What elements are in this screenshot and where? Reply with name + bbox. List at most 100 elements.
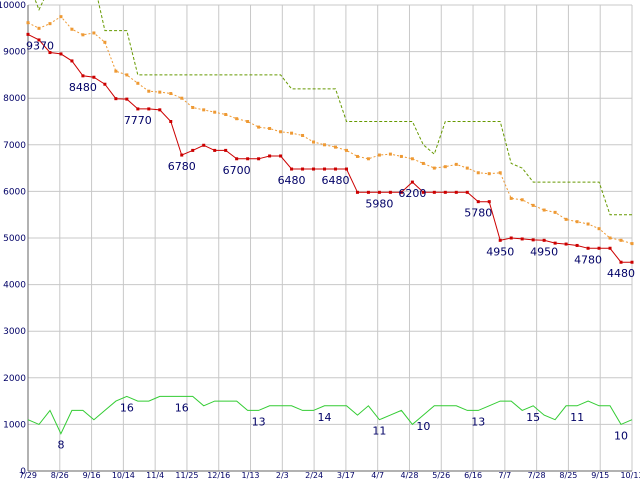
series-1-point [169,92,173,96]
series-1-point [344,148,348,152]
data-label: 5980 [365,197,393,210]
x-tick-label: 6/16 [464,471,482,480]
series-0-point [586,246,590,250]
series-0-point [421,190,425,194]
series-0-point [158,108,162,112]
series-layer [26,0,634,435]
series-0-point [125,97,129,101]
series-1-point [399,154,403,158]
series-1-point [476,171,480,175]
series-1-point [608,236,612,240]
series-0-point [575,243,579,247]
x-tick-label: 12/16 [207,471,230,480]
data-label: 7770 [124,114,152,127]
data-label: 9370 [26,39,54,52]
data-label: 10 [614,429,628,442]
series-0-point [279,154,283,158]
series-1-point [531,203,535,207]
series-1-point [630,242,634,246]
series-0-point [355,190,359,194]
x-tick-label: 11/25 [175,471,198,480]
x-tick-label: 11/4 [146,471,164,480]
series-0-point [92,75,96,79]
series-0-point [531,238,535,242]
x-tick-label: 4/7 [371,471,384,480]
series-0-point [114,97,118,101]
x-tick-label: 8/26 [51,471,69,480]
series-0-point [48,51,52,55]
data-label: 16 [175,401,189,414]
series-0-point [257,157,261,161]
data-label: 5780 [464,207,492,220]
series-1-point [224,113,228,117]
series-1-point [597,227,601,231]
data-label: 6700 [223,164,251,177]
data-label: 16 [120,401,134,414]
label-layer: 9370 8480 7770 6780 6700 6480 6480 5980 6200 5780… [26,39,635,451]
series-0-point [498,238,502,242]
data-label: 8480 [69,81,97,94]
x-tick-label: 5/26 [432,471,450,480]
series-1-point [575,220,579,224]
x-tick-label: 7/28 [528,471,546,480]
data-label: 4780 [574,253,602,266]
series-0-point [443,190,447,194]
series-1-point [48,22,52,26]
series-0-point [103,82,107,86]
series-0-point [619,260,623,264]
series-1-point [246,120,250,123]
series-1-point [333,145,337,149]
y-tick-label: 9000 [3,48,26,58]
series-0-point [564,242,568,246]
series-0-point [180,153,184,157]
series-0-point [520,237,524,241]
series-0-point [542,238,546,242]
series-1-point [421,161,425,165]
series-1-point [268,126,272,130]
series-0-point [454,190,458,194]
data-label: 6780 [168,160,196,173]
series-1-point [487,172,491,176]
data-label: 15 [526,411,540,424]
x-tick-label: 4/28 [400,471,418,480]
series-0-point [235,157,239,161]
series-1-point [235,117,239,121]
series-1-point [377,153,381,157]
series-0-point [553,241,557,245]
y-tick-label: 3000 [3,327,26,337]
series-0-point [323,167,327,171]
series-1-point [92,31,96,35]
series-1-point [553,210,557,214]
series-0-point [202,143,206,147]
series-1-point [542,208,546,212]
series-1-point [81,33,85,37]
series-0-point [399,190,403,194]
series-1-point [59,15,63,19]
series-1-point [290,131,294,135]
series-1-point [202,108,206,112]
y-tick-label: 1000 [3,420,26,430]
series-0-point [26,32,30,36]
x-tick-label: 7/29 [19,471,37,480]
data-label: 6480 [321,174,349,187]
data-label: 10 [416,420,430,433]
series-0-point [333,167,337,171]
series-0-point [301,167,305,171]
series-1-point [158,90,162,94]
series-line-1 [27,15,633,245]
series-1-point [26,21,30,25]
series-1-point [180,96,184,100]
series-1-point [509,196,513,200]
series-1-point [410,157,414,161]
x-tick-label: 3/17 [337,471,355,480]
x-tick-label: 10/14 [112,471,135,480]
y-tick-label: 5000 [3,234,26,244]
series-1-point [191,106,195,110]
y-tick-label: 8000 [3,94,26,104]
series-0-point [509,236,513,240]
series-0-point [169,120,173,123]
series-0-point [366,190,370,194]
series-1-point [279,130,283,134]
x-tick-label: 2/3 [276,471,289,480]
